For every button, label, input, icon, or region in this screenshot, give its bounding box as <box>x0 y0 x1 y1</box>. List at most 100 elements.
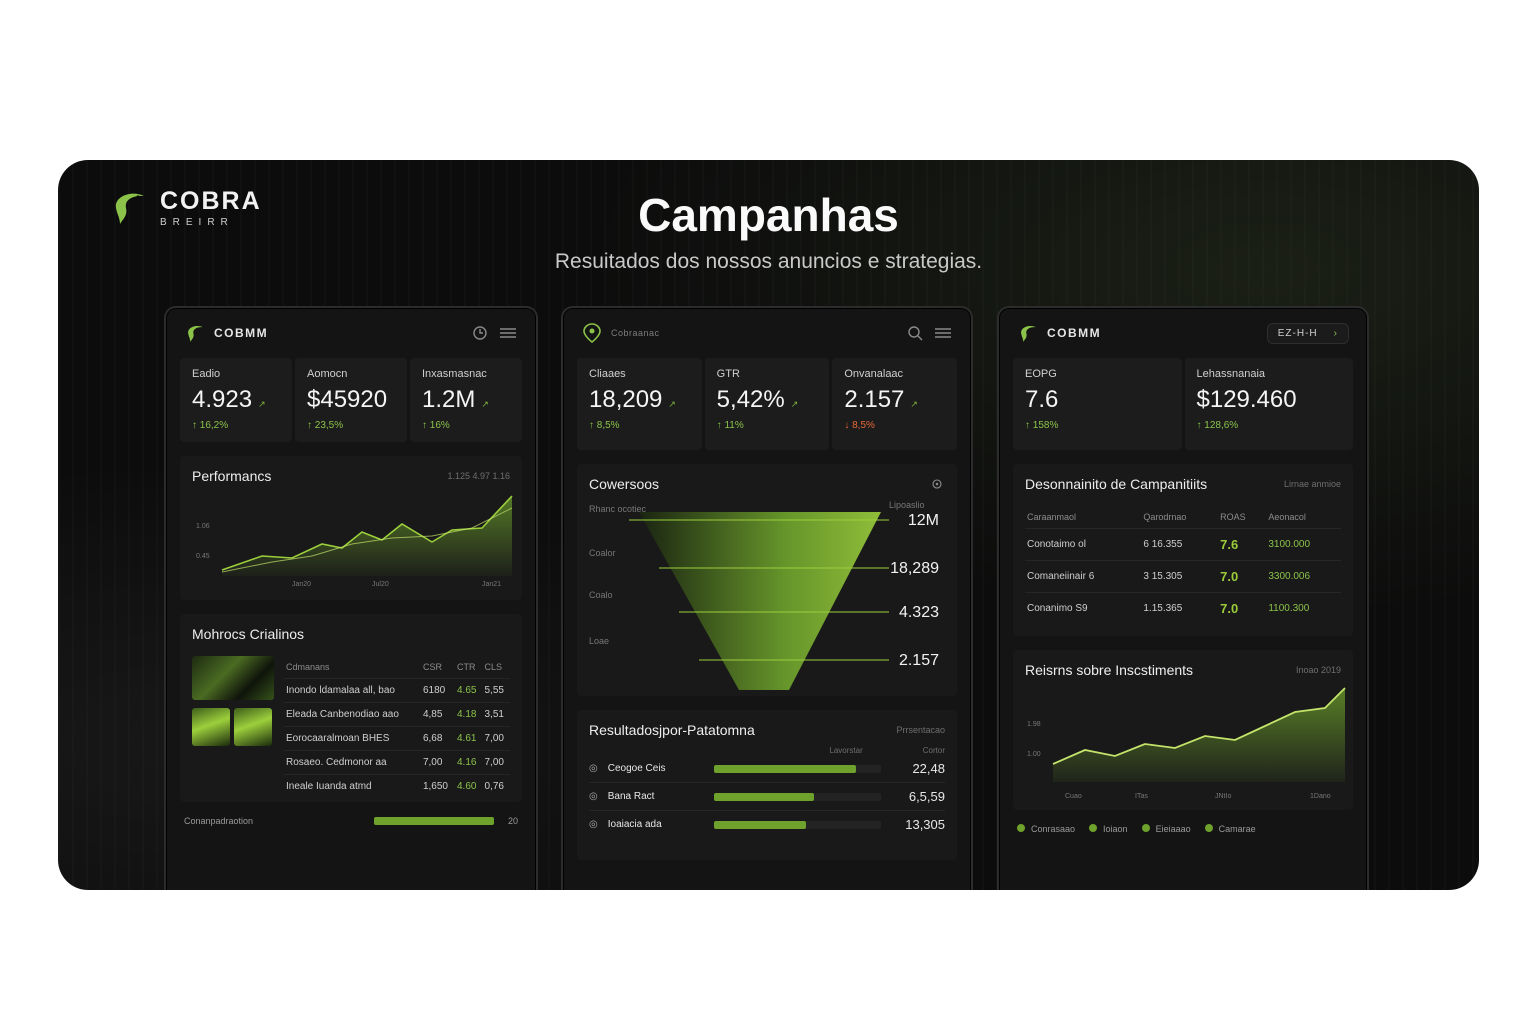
kpi-delta: ↑ 158% <box>1025 420 1059 431</box>
table-row[interactable]: Inondo ldamalaa all, bao 6180 4.65 5,55 <box>284 678 510 703</box>
platform-bar <box>713 820 881 829</box>
page-subtitle: Resuitados dos nossos anuncios e strateg… <box>554 250 983 273</box>
y-axis-label: 0.45 <box>196 553 210 560</box>
campaign-performance-panel: Desonnainito de Campanitiits Lirnae anmio… <box>1013 464 1353 636</box>
action-button[interactable]: EZ-H-H › <box>1266 322 1349 344</box>
cobra-logo-icon <box>188 326 203 342</box>
platform-row[interactable]: ◎ Bana Ract 6,5,59 <box>589 783 945 811</box>
campaigns-table: Caraanmaol Qarodrnao ROAS Aeonacol Conotaim… <box>1025 506 1341 624</box>
panel-meta: Inoao 2019 <box>1295 665 1341 675</box>
dashboard-screen-performance: COBMM Eadio 4.923 ↗ ↑ 16,2% Aomocn $45920… <box>164 306 538 890</box>
column-header: Cdmanans <box>286 662 330 672</box>
kpi-delta: ↑ 23,5% <box>307 420 344 431</box>
footer-label: Conanpadraotion <box>184 816 254 826</box>
kpi-delta: ↑ 16,2% <box>192 420 229 431</box>
trend-icon: ↗ <box>258 399 266 409</box>
table-cell: 3 15.305 <box>1141 560 1219 593</box>
screen-brand: COBMM <box>1047 326 1102 340</box>
column-header: CTR <box>456 662 476 672</box>
kpi-card: Cliaaes 18,209 ↗ ↑ 8,5% <box>577 358 702 450</box>
table-cell: 1,650 <box>420 774 455 798</box>
table-cell: 6180 <box>420 678 455 703</box>
table-cell: 1.15.365 <box>1141 592 1219 624</box>
creative-thumbnail[interactable] <box>234 708 272 746</box>
platform-results-panel: Resultadosjpor-Patatomna Prrsentacao Lavo… <box>577 710 957 860</box>
kpi-card: Onvanalaac 2.157 ↗ ↓ 8,5% <box>832 358 958 450</box>
table-row[interactable]: Ineale Iuanda atmd 1,650 4.60 0,76 <box>284 774 510 798</box>
location-pin-icon <box>583 323 601 344</box>
platform-row[interactable]: ◎ Ceogoe Ceis 22,48 <box>589 755 945 783</box>
clock-icon[interactable] <box>470 323 490 343</box>
table-row[interactable]: Eorocaaralmoan BHES 6,68 4.61 7,00 <box>284 726 510 751</box>
kpi-label: Eadio <box>192 368 221 380</box>
table-row[interactable]: Eleada Canbenodiao aao 4,85 4.18 3,51 <box>284 702 510 727</box>
table-cell: Conotaimo ol <box>1025 528 1142 561</box>
platform-name: Bana Ract <box>607 791 655 802</box>
kpi-row: Cliaaes 18,209 ↗ ↑ 8,5% GTR 5,42% ↗ ↑ 11% … <box>563 358 971 450</box>
table-cell: Comaneiinair 6 <box>1025 560 1142 593</box>
kpi-value: $129.460 <box>1196 386 1297 413</box>
table-cell: 7,00 <box>482 750 510 775</box>
menu-icon[interactable] <box>933 323 953 343</box>
column-header: Lavorstar <box>829 746 863 755</box>
funnel-top-meta: Lipoaslio <box>889 500 925 510</box>
table-cell: 3300.006 <box>1266 560 1341 593</box>
kpi-value: 1.2M <box>422 386 476 413</box>
cobra-logo-icon <box>115 193 144 224</box>
kpi-card: Eadio 4.923 ↗ ↑ 16,2% <box>180 358 292 442</box>
screen-brand: Cobraanac <box>611 328 660 338</box>
platform-value: 13,305 <box>905 817 945 832</box>
legend-item[interactable]: Camarae <box>1204 824 1256 834</box>
platform-bar-fill <box>713 820 806 829</box>
platform-bar-fill <box>713 764 856 773</box>
legend-item[interactable]: Conrasaao <box>1017 824 1075 834</box>
legend-item[interactable]: Ioiaon <box>1089 824 1128 834</box>
kpi-value: 2.157 <box>844 386 905 413</box>
table-cell: 4.61 <box>454 726 483 751</box>
table-cell: Inondo ldamalaa all, bao <box>284 678 421 703</box>
funnel-stage-label: Coalor <box>589 548 616 558</box>
kpi-delta: ↓ 8,5% <box>844 420 875 431</box>
table-row[interactable]: Rosaeo. Cedmonor aa 7,00 4.16 7,00 <box>284 750 510 775</box>
action-label: EZ-H-H <box>1277 327 1318 339</box>
chevron-right-icon: › <box>1333 327 1338 339</box>
trend-icon: ↗ <box>481 399 489 409</box>
kpi-card: Aomocn $45920 ↑ 23,5% <box>295 358 407 442</box>
menu-icon[interactable] <box>498 323 518 343</box>
x-axis-label: ITas <box>1135 793 1148 800</box>
search-icon[interactable] <box>905 323 925 343</box>
legend-label: Camarae <box>1218 824 1256 834</box>
x-axis-label: Jan20 <box>292 581 311 588</box>
table-cell: 6,68 <box>420 726 455 751</box>
table-row[interactable]: Conotaimo ol 6 16.355 7.6 3100.000 <box>1025 528 1341 561</box>
x-axis-label: Jan21 <box>482 581 501 588</box>
table-cell: 0,76 <box>482 774 510 798</box>
settings-icon[interactable] <box>929 476 945 492</box>
table-cell: 1100.300 <box>1266 592 1341 624</box>
legend-item[interactable]: Eieiaaao <box>1141 824 1191 834</box>
hero-brand: COBRA BREIRR <box>108 186 262 228</box>
kpi-label: Aomocn <box>307 368 348 380</box>
y-axis-label: 1.06 <box>196 523 210 530</box>
brand-name: COBRA <box>160 186 262 215</box>
x-axis-label: JNtIo <box>1215 793 1231 800</box>
platform-name: Ioaiacia ada <box>607 819 662 830</box>
column-header: Qarodrnao <box>1143 512 1187 522</box>
creative-thumbnail[interactable] <box>192 656 274 700</box>
platform-row[interactable]: ◎ Ioaiacia ada 13,305 <box>589 811 945 838</box>
funnel-stage-value: 12M <box>907 512 939 529</box>
column-header: Aeonacol <box>1268 512 1306 522</box>
kpi-label: Inxasmasnac <box>422 368 487 380</box>
creative-thumbnail[interactable] <box>192 708 230 746</box>
kpi-delta: ↑ 128,6% <box>1196 420 1239 431</box>
kpi-value: 18,209 <box>589 386 663 413</box>
table-row[interactable]: Conanimo S9 1.15.365 7.0 1100.300 <box>1025 592 1341 624</box>
kpi-label: GTR <box>716 368 740 380</box>
table-cell: 3100.000 <box>1266 528 1341 561</box>
trend-icon: ↗ <box>910 399 918 409</box>
funnel-stage-value: 2.157 <box>898 652 939 669</box>
performance-area-chart: 1.06 0.45 Jan20 Jul20 Jan21 <box>196 495 513 588</box>
table-cell: 4.65 <box>454 678 483 703</box>
kpi-label: Cliaaes <box>589 368 626 380</box>
